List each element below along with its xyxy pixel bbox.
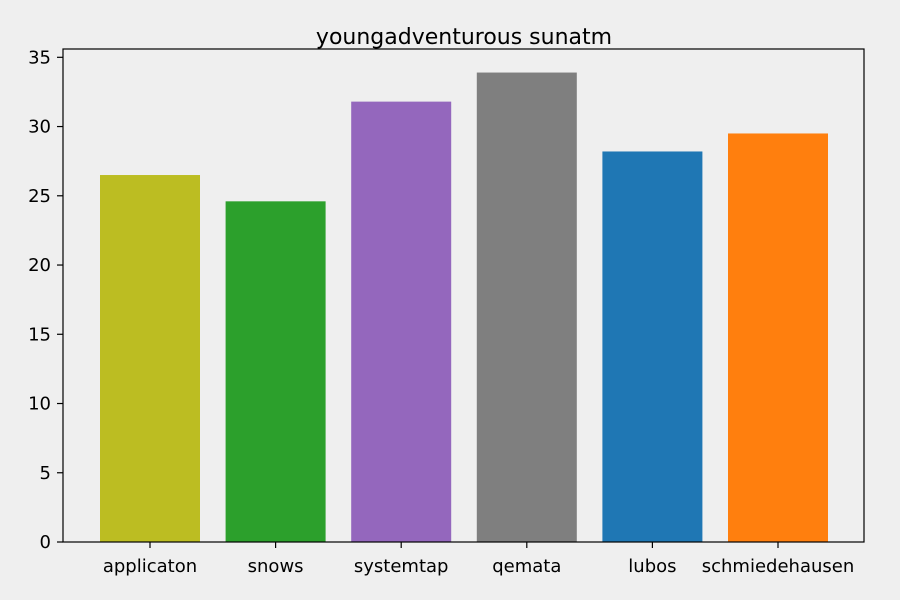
x-tick-label: schmiedehausen [702, 556, 855, 577]
bar-applicaton [100, 175, 200, 543]
x-tick-label: lubos [628, 556, 676, 577]
y-tick-label: 5 [40, 463, 51, 484]
y-tick-label: 15 [28, 324, 51, 345]
bar-snows [225, 201, 326, 542]
y-tick-label: 25 [28, 186, 51, 207]
x-tick-label: applicaton [103, 556, 197, 577]
plot-frame [62, 48, 865, 543]
x-tick-label: qemata [492, 556, 561, 577]
bar-schmiedehausen [728, 133, 828, 542]
chart-title: youngadventurous sunatm [316, 25, 612, 50]
y-tick-label: 10 [28, 394, 51, 415]
y-tick-label: 20 [28, 255, 51, 276]
bar-lubos [602, 151, 703, 542]
bar-qemata [476, 72, 577, 542]
y-axis: 0 5 10 15 20 25 30 35 [28, 47, 63, 553]
y-tick-label: 0 [40, 532, 51, 553]
y-tick-label: 30 [28, 117, 51, 138]
x-tick-label: snows [248, 556, 304, 577]
x-axis: applicaton snows systemtap qemata lubos schmi… [103, 542, 854, 577]
x-tick-label: systemtap [354, 556, 449, 577]
y-tick-label: 35 [28, 47, 51, 68]
bars-group [100, 72, 828, 543]
bar-systemtap [351, 101, 452, 542]
